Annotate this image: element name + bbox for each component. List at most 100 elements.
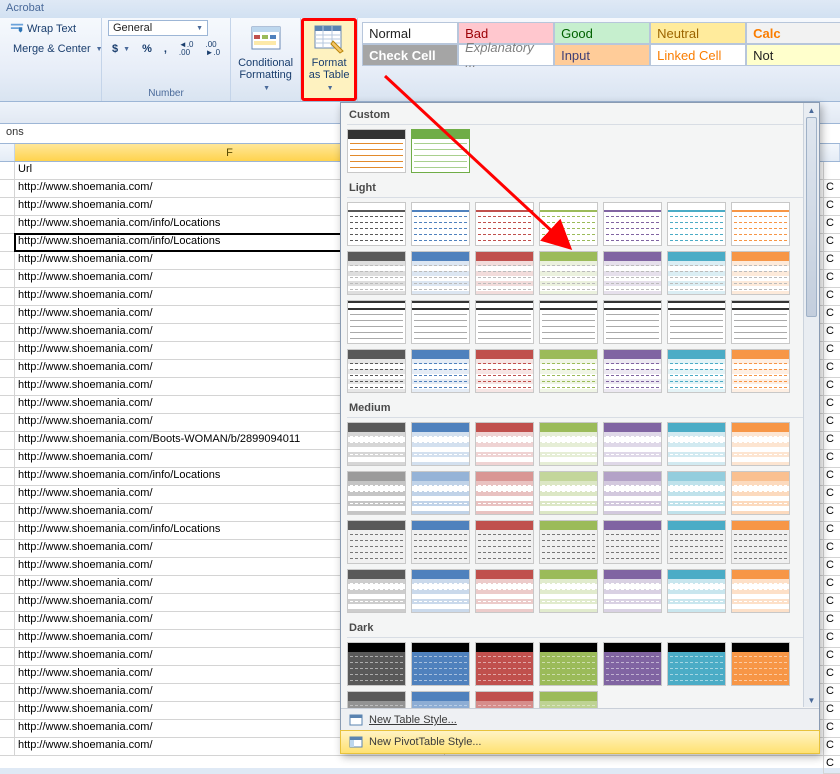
table-style-swatch[interactable] bbox=[539, 300, 598, 344]
table-style-swatch[interactable] bbox=[347, 349, 406, 393]
table-style-swatch[interactable] bbox=[539, 202, 598, 246]
table-style-swatch[interactable] bbox=[411, 422, 470, 466]
cell[interactable]: C bbox=[823, 666, 840, 684]
cell[interactable]: C bbox=[823, 216, 840, 234]
cell[interactable]: C bbox=[823, 270, 840, 288]
table-style-swatch[interactable] bbox=[731, 642, 790, 686]
table-style-swatch[interactable] bbox=[667, 642, 726, 686]
table-style-swatch[interactable] bbox=[539, 422, 598, 466]
cell[interactable]: C bbox=[823, 468, 840, 486]
table-style-swatch[interactable] bbox=[667, 251, 726, 295]
cell[interactable] bbox=[0, 576, 15, 593]
table-style-swatch[interactable] bbox=[731, 349, 790, 393]
cell[interactable]: C bbox=[823, 396, 840, 414]
table-style-swatch[interactable] bbox=[667, 520, 726, 564]
cell[interactable] bbox=[0, 738, 15, 755]
table-style-swatch[interactable] bbox=[475, 569, 534, 613]
table-style-swatch[interactable] bbox=[347, 471, 406, 515]
cell[interactable] bbox=[0, 342, 15, 359]
table-style-swatch[interactable] bbox=[667, 422, 726, 466]
style-calculation[interactable]: Calc bbox=[746, 22, 840, 44]
cell[interactable] bbox=[0, 324, 15, 341]
table-style-swatch[interactable] bbox=[347, 202, 406, 246]
table-style-swatch[interactable] bbox=[475, 691, 534, 708]
table-style-swatch[interactable] bbox=[475, 202, 534, 246]
table-style-swatch[interactable] bbox=[731, 251, 790, 295]
table-style-swatch[interactable] bbox=[603, 569, 662, 613]
table-style-swatch[interactable] bbox=[539, 349, 598, 393]
cell[interactable] bbox=[0, 162, 15, 179]
style-good[interactable]: Good bbox=[554, 22, 650, 44]
cell[interactable] bbox=[0, 450, 15, 467]
cell[interactable]: C bbox=[823, 684, 840, 702]
cell[interactable]: C bbox=[823, 648, 840, 666]
cell[interactable] bbox=[0, 270, 15, 287]
wrap-text-button[interactable]: Wrap Text bbox=[6, 20, 95, 38]
number-format-select[interactable]: General ▼ bbox=[108, 20, 208, 36]
table-style-swatch[interactable] bbox=[347, 642, 406, 686]
cell[interactable]: C bbox=[823, 432, 840, 450]
new-pivottable-style-item[interactable]: New PivotTable Style... bbox=[340, 730, 820, 754]
style-check-cell[interactable]: Check Cell bbox=[362, 44, 458, 66]
currency-button[interactable]: $▼ bbox=[108, 41, 134, 57]
merge-center-button[interactable]: Merge & Center ▼ bbox=[6, 40, 95, 58]
scroll-thumb[interactable] bbox=[806, 117, 817, 317]
cell[interactable] bbox=[0, 594, 15, 611]
table-style-swatch[interactable] bbox=[347, 300, 406, 344]
cell[interactable] bbox=[0, 504, 15, 521]
cell[interactable] bbox=[0, 684, 15, 701]
cell[interactable] bbox=[0, 252, 15, 269]
scroll-down-icon[interactable]: ▼ bbox=[804, 693, 819, 707]
table-style-swatch[interactable] bbox=[475, 471, 534, 515]
table-style-swatch[interactable] bbox=[731, 569, 790, 613]
cell[interactable]: C bbox=[823, 198, 840, 216]
cell[interactable] bbox=[0, 630, 15, 647]
cell[interactable]: C bbox=[823, 414, 840, 432]
style-linked-cell[interactable]: Linked Cell bbox=[650, 44, 746, 66]
style-note[interactable]: Not bbox=[746, 44, 840, 66]
cell[interactable]: C bbox=[823, 630, 840, 648]
cell[interactable]: C bbox=[823, 306, 840, 324]
table-style-swatch[interactable] bbox=[539, 251, 598, 295]
table-style-swatch[interactable] bbox=[667, 300, 726, 344]
table-style-swatch[interactable] bbox=[667, 471, 726, 515]
table-style-swatch[interactable] bbox=[539, 691, 598, 708]
table-style-swatch[interactable] bbox=[603, 520, 662, 564]
table-style-swatch[interactable] bbox=[603, 642, 662, 686]
table-style-swatch[interactable] bbox=[603, 422, 662, 466]
conditional-formatting-button[interactable]: ConditionalFormatting ▼ bbox=[233, 20, 298, 96]
cell[interactable]: C bbox=[823, 558, 840, 576]
table-style-swatch[interactable] bbox=[731, 520, 790, 564]
cell[interactable] bbox=[0, 432, 15, 449]
table-style-swatch[interactable] bbox=[411, 129, 470, 173]
cell[interactable]: C bbox=[823, 522, 840, 540]
cell[interactable] bbox=[0, 486, 15, 503]
table-style-swatch[interactable] bbox=[347, 691, 406, 708]
cell-styles-gallery[interactable]: Normal Bad Good Neutral Calc Check Cell … bbox=[362, 22, 840, 66]
table-style-swatch[interactable] bbox=[731, 422, 790, 466]
table-style-swatch[interactable] bbox=[603, 202, 662, 246]
cell[interactable]: C bbox=[823, 234, 840, 252]
cell[interactable]: C bbox=[823, 738, 840, 756]
cell[interactable]: C bbox=[823, 540, 840, 558]
table-style-swatch[interactable] bbox=[731, 202, 790, 246]
table-style-swatch[interactable] bbox=[667, 569, 726, 613]
cell[interactable] bbox=[0, 540, 15, 557]
cell[interactable] bbox=[0, 468, 15, 485]
table-style-swatch[interactable] bbox=[347, 520, 406, 564]
table-style-swatch[interactable] bbox=[347, 251, 406, 295]
table-style-swatch[interactable] bbox=[475, 642, 534, 686]
table-style-swatch[interactable] bbox=[411, 642, 470, 686]
decrease-decimal-button[interactable]: .00►.0 bbox=[202, 39, 225, 59]
format-as-table-button[interactable]: Formatas Table ▼ bbox=[301, 18, 357, 101]
table-style-swatch[interactable] bbox=[411, 520, 470, 564]
table-style-swatch[interactable] bbox=[475, 520, 534, 564]
cell[interactable]: C bbox=[823, 180, 840, 198]
cell[interactable] bbox=[0, 522, 15, 539]
cell[interactable] bbox=[0, 720, 15, 737]
cell[interactable] bbox=[0, 360, 15, 377]
cell[interactable]: C bbox=[823, 450, 840, 468]
cell[interactable]: C bbox=[823, 324, 840, 342]
table-style-swatch[interactable] bbox=[411, 202, 470, 246]
style-input[interactable]: Input bbox=[554, 44, 650, 66]
